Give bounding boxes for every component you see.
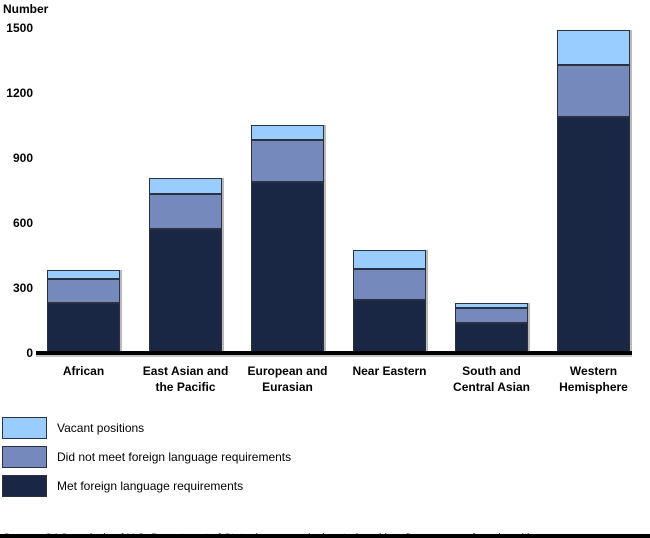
y-axis-title: Number bbox=[3, 2, 49, 16]
bar-segment-east-asian-and-did bbox=[149, 194, 222, 229]
x-label-western-hemisphere: Western Hemisphere bbox=[559, 364, 628, 394]
bar-segment-south-and-did bbox=[455, 308, 528, 323]
bar-segment-east-asian-and-vacant bbox=[149, 178, 222, 194]
y-tick-1200: 1200 bbox=[6, 86, 33, 100]
bar-segment-near-eastern-did bbox=[353, 269, 426, 300]
legend-label-did: Did not meet foreign language requiremen… bbox=[57, 450, 292, 464]
bar-segment-near-eastern-met bbox=[353, 300, 426, 353]
bar-segment-european-and-vacant bbox=[251, 125, 324, 140]
bar-segment-western-vacant bbox=[557, 30, 630, 65]
bar-segment-african-did bbox=[47, 279, 120, 303]
x-label-east-asian-and-the-pacific: East Asian and the Pacific bbox=[142, 364, 229, 394]
legend-item-met: Met foreign language requirements bbox=[2, 475, 243, 497]
legend-swatch-did bbox=[2, 446, 47, 468]
bar-segment-east-asian-and-met bbox=[149, 229, 222, 353]
bottom-rule bbox=[0, 534, 650, 538]
bar-segment-south-and-met bbox=[455, 323, 528, 353]
legend-label-vacant: Vacant positions bbox=[57, 421, 145, 435]
legend-item-did: Did not meet foreign language requiremen… bbox=[2, 446, 291, 468]
y-tick-300: 300 bbox=[12, 281, 33, 295]
x-label-south-and-central-asian: South and Central Asian bbox=[453, 364, 530, 394]
legend-item-vacant: Vacant positions bbox=[2, 417, 144, 439]
bar-segment-western-did bbox=[557, 65, 630, 117]
y-tick-0: 0 bbox=[26, 346, 33, 360]
legend-swatch-vacant bbox=[2, 417, 47, 439]
y-tick-1500: 1500 bbox=[6, 21, 33, 35]
x-label-african: African bbox=[62, 364, 105, 378]
y-tick-600: 600 bbox=[12, 216, 33, 230]
legend-label-met: Met foreign language requirements bbox=[57, 479, 244, 493]
bar-segment-african-met bbox=[47, 303, 120, 353]
bar-segment-western-met bbox=[557, 117, 630, 353]
legend-swatch-met bbox=[2, 475, 47, 497]
source-note: Source: GAO analysis of U.S. Department … bbox=[3, 503, 547, 538]
bar-segment-near-eastern-vacant bbox=[353, 250, 426, 269]
y-tick-900: 900 bbox=[12, 151, 33, 165]
bar-segment-european-and-did bbox=[251, 140, 324, 182]
bar-segment-south-and-vacant bbox=[455, 303, 528, 308]
bar-segment-european-and-met bbox=[251, 182, 324, 353]
x-axis-line bbox=[36, 351, 632, 355]
bar-segment-african-vacant bbox=[47, 270, 120, 279]
x-label-european-and-eurasian: European and Eurasian bbox=[247, 364, 328, 394]
x-label-near-eastern: Near Eastern bbox=[352, 364, 427, 378]
